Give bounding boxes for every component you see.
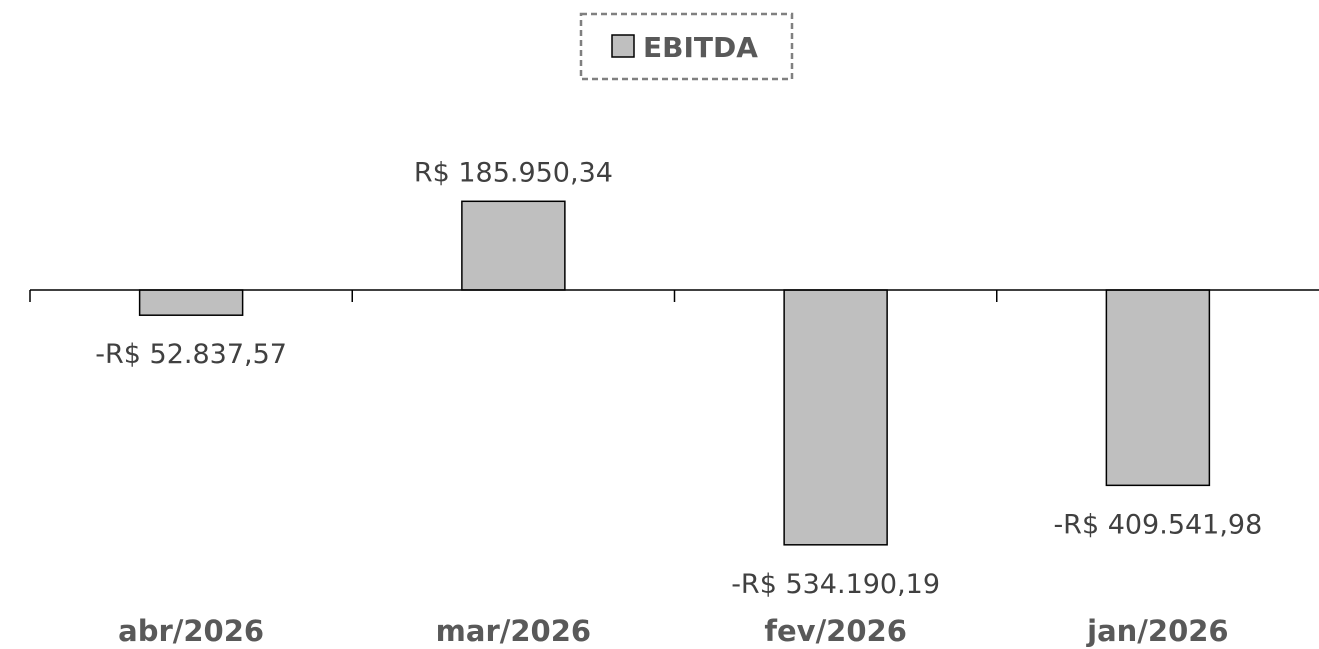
category-label-abr-2026: abr/2026 — [118, 614, 264, 648]
category-label-jan-2026: jan/2026 — [1086, 614, 1228, 648]
data-label-jan-2026: -R$ 409.541,98 — [1053, 509, 1262, 540]
bar-fev-2026 — [783, 289, 888, 546]
legend-swatch — [611, 34, 635, 58]
data-label-abr-2026: -R$ 52.837,57 — [95, 339, 287, 370]
legend-box — [579, 12, 794, 81]
legend-label-ebitda: EBITDA — [643, 31, 758, 64]
category-label-fev-2026: fev/2026 — [764, 614, 907, 648]
data-labels-group: -R$ 52.837,57 R$ 185.950,34 -R$ 534.190,19… — [95, 157, 1262, 600]
data-label-fev-2026: -R$ 534.190,19 — [731, 569, 940, 600]
category-label-mar-2026: mar/2026 — [436, 614, 591, 648]
bar-jan-2026 — [1105, 289, 1211, 487]
data-label-mar-2026: R$ 185.950,34 — [414, 157, 613, 188]
legend: EBITDA — [579, 12, 794, 81]
bar-mar-2026 — [461, 200, 566, 291]
bar-abr-2026 — [138, 289, 244, 316]
x-axis — [29, 289, 1319, 302]
bars-group — [138, 200, 1211, 546]
category-labels-group: abr/2026 mar/2026 fev/2026 jan/2026 — [118, 614, 1228, 648]
